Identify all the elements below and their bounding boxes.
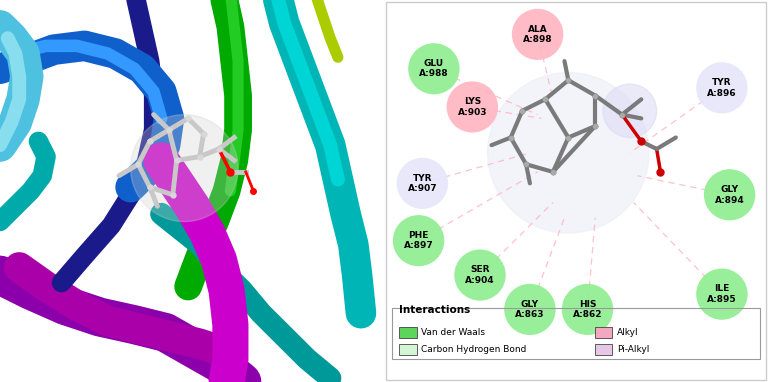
Circle shape (454, 249, 506, 301)
Text: HIS
A:862: HIS A:862 (573, 300, 602, 319)
Text: LYS
A:903: LYS A:903 (458, 97, 487, 117)
Text: SER
A:904: SER A:904 (465, 265, 495, 285)
Text: GLY
A:863: GLY A:863 (515, 300, 545, 319)
FancyBboxPatch shape (595, 327, 613, 338)
Circle shape (697, 62, 748, 113)
Circle shape (446, 81, 498, 133)
Text: ILE
A:895: ILE A:895 (707, 285, 737, 304)
Text: Pi-Alkyl: Pi-Alkyl (617, 345, 650, 354)
Circle shape (409, 43, 459, 94)
FancyBboxPatch shape (595, 344, 613, 355)
Circle shape (131, 115, 238, 222)
Text: GLU
A:988: GLU A:988 (419, 59, 449, 78)
Circle shape (392, 215, 444, 266)
Circle shape (562, 284, 613, 335)
Text: Van der Waals: Van der Waals (421, 328, 485, 337)
Circle shape (488, 73, 649, 233)
FancyBboxPatch shape (399, 327, 416, 338)
Text: ALA
A:898: ALA A:898 (523, 25, 552, 44)
Text: PHE
A:897: PHE A:897 (404, 231, 433, 250)
FancyBboxPatch shape (399, 344, 416, 355)
Circle shape (511, 9, 563, 60)
Text: GLY
A:894: GLY A:894 (715, 185, 744, 204)
Circle shape (603, 84, 657, 138)
Circle shape (704, 169, 755, 220)
Text: Alkyl: Alkyl (617, 328, 639, 337)
Text: Carbon Hydrogen Bond: Carbon Hydrogen Bond (421, 345, 527, 354)
Circle shape (396, 158, 448, 209)
Text: TYR
A:907: TYR A:907 (408, 174, 437, 193)
Circle shape (697, 269, 748, 320)
Text: Interactions: Interactions (399, 305, 471, 315)
Text: TYR
A:896: TYR A:896 (707, 78, 737, 97)
Circle shape (505, 284, 556, 335)
